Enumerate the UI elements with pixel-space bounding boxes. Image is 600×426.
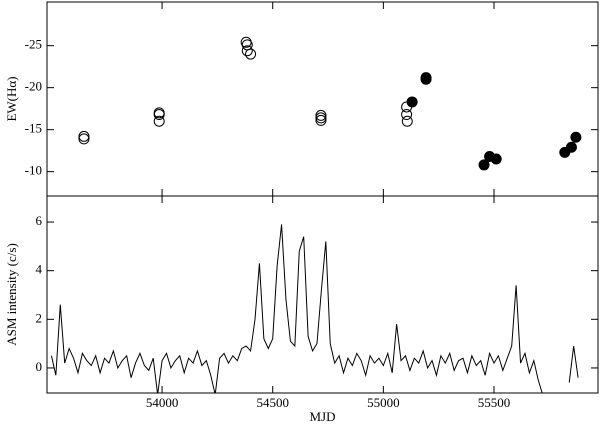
point — [153, 115, 165, 127]
x-tick-label: 54000 — [146, 395, 179, 410]
x-tick-label: 55000 — [367, 395, 400, 410]
y-tick-label: 0 — [36, 359, 43, 374]
point — [490, 153, 502, 165]
point — [401, 115, 413, 127]
top-panel-frame — [46, 1, 599, 197]
plot-area — [78, 36, 582, 171]
plot-area — [50, 224, 579, 393]
y-tick-label: -10 — [25, 163, 42, 178]
bottom-panel-frame — [46, 195, 599, 394]
point — [315, 109, 327, 121]
point — [78, 133, 90, 145]
x-axis-label: MJD — [309, 409, 335, 424]
y-tick-label: -25 — [25, 37, 42, 52]
y-tick-label: 6 — [36, 213, 43, 228]
y-tick-label: 4 — [36, 262, 43, 277]
point — [406, 96, 418, 108]
point — [315, 114, 327, 126]
point — [401, 109, 413, 121]
y-tick-label: -20 — [25, 79, 42, 94]
y-tick-label: -15 — [25, 121, 42, 136]
point — [315, 112, 327, 124]
point — [478, 159, 490, 171]
y-axis-label: ASM intensity (c/s) — [4, 243, 19, 346]
point — [565, 141, 577, 153]
point — [241, 45, 253, 57]
y-axis-label: EW(Hα) — [4, 76, 19, 121]
point — [78, 130, 90, 142]
x-tick-label: 54500 — [256, 395, 289, 410]
point — [570, 131, 582, 143]
point — [153, 109, 165, 121]
point — [245, 48, 257, 60]
point — [420, 73, 432, 85]
y-tick-label: 2 — [36, 310, 43, 325]
x-tick-label: 55500 — [478, 395, 511, 410]
asm-line — [50, 224, 579, 393]
